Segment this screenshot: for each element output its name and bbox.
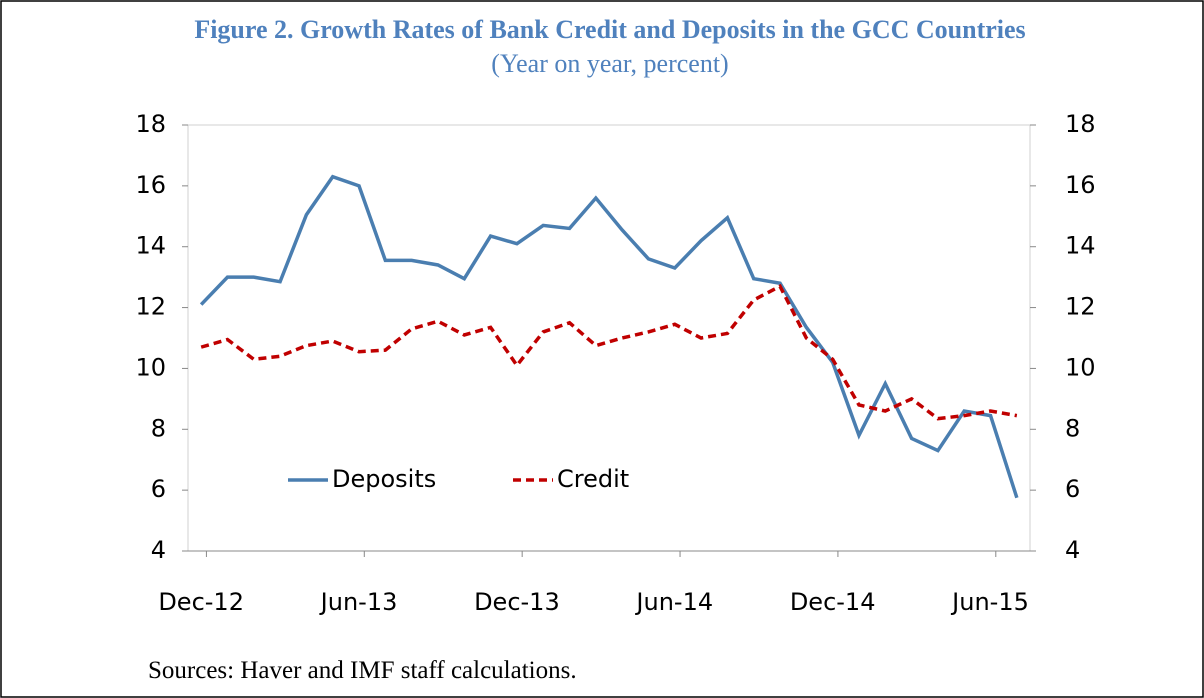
y-tick-label: 8	[151, 414, 166, 442]
legend-label: Deposits	[332, 465, 436, 493]
y-tick-label: 16	[135, 171, 166, 199]
source: Sources: Haver and IMF staff calculation…	[148, 657, 577, 684]
x-tick-label: Dec-12	[158, 588, 244, 616]
y2-tick-label: 4	[1065, 536, 1080, 564]
x-tick-label: Jun-13	[319, 588, 398, 616]
y-tick-label: 4	[151, 536, 166, 564]
line-series	[199, 174, 1019, 499]
x-tick-label: Jun-15	[950, 588, 1029, 616]
line-series	[200, 283, 1018, 421]
y2-tick-label: 10	[1065, 353, 1096, 381]
y2-tick-label: 8	[1065, 414, 1080, 442]
y-tick-label: 6	[151, 475, 166, 503]
y-tick-label: 14	[135, 232, 166, 260]
y-tick-label: 12	[135, 293, 166, 321]
y2-tick-label: 14	[1065, 232, 1096, 260]
x-tick-label: Dec-13	[474, 588, 560, 616]
y2-tick-label: 6	[1065, 475, 1080, 503]
y2-tick-label: 18	[1065, 110, 1096, 138]
y-tick-label: 10	[135, 353, 166, 381]
x-tick-label: Jun-14	[634, 588, 713, 616]
y2-tick-label: 16	[1065, 171, 1096, 199]
chart-title: Figure 2. Growth Rates of Bank Credit an…	[194, 15, 1025, 44]
x-tick-label: Dec-14	[790, 588, 876, 616]
legend-label: Credit	[557, 465, 629, 493]
y-tick-label: 18	[135, 110, 166, 138]
chart-subtitle: (Year on year, percent)	[491, 49, 728, 78]
y2-tick-label: 12	[1065, 293, 1096, 321]
